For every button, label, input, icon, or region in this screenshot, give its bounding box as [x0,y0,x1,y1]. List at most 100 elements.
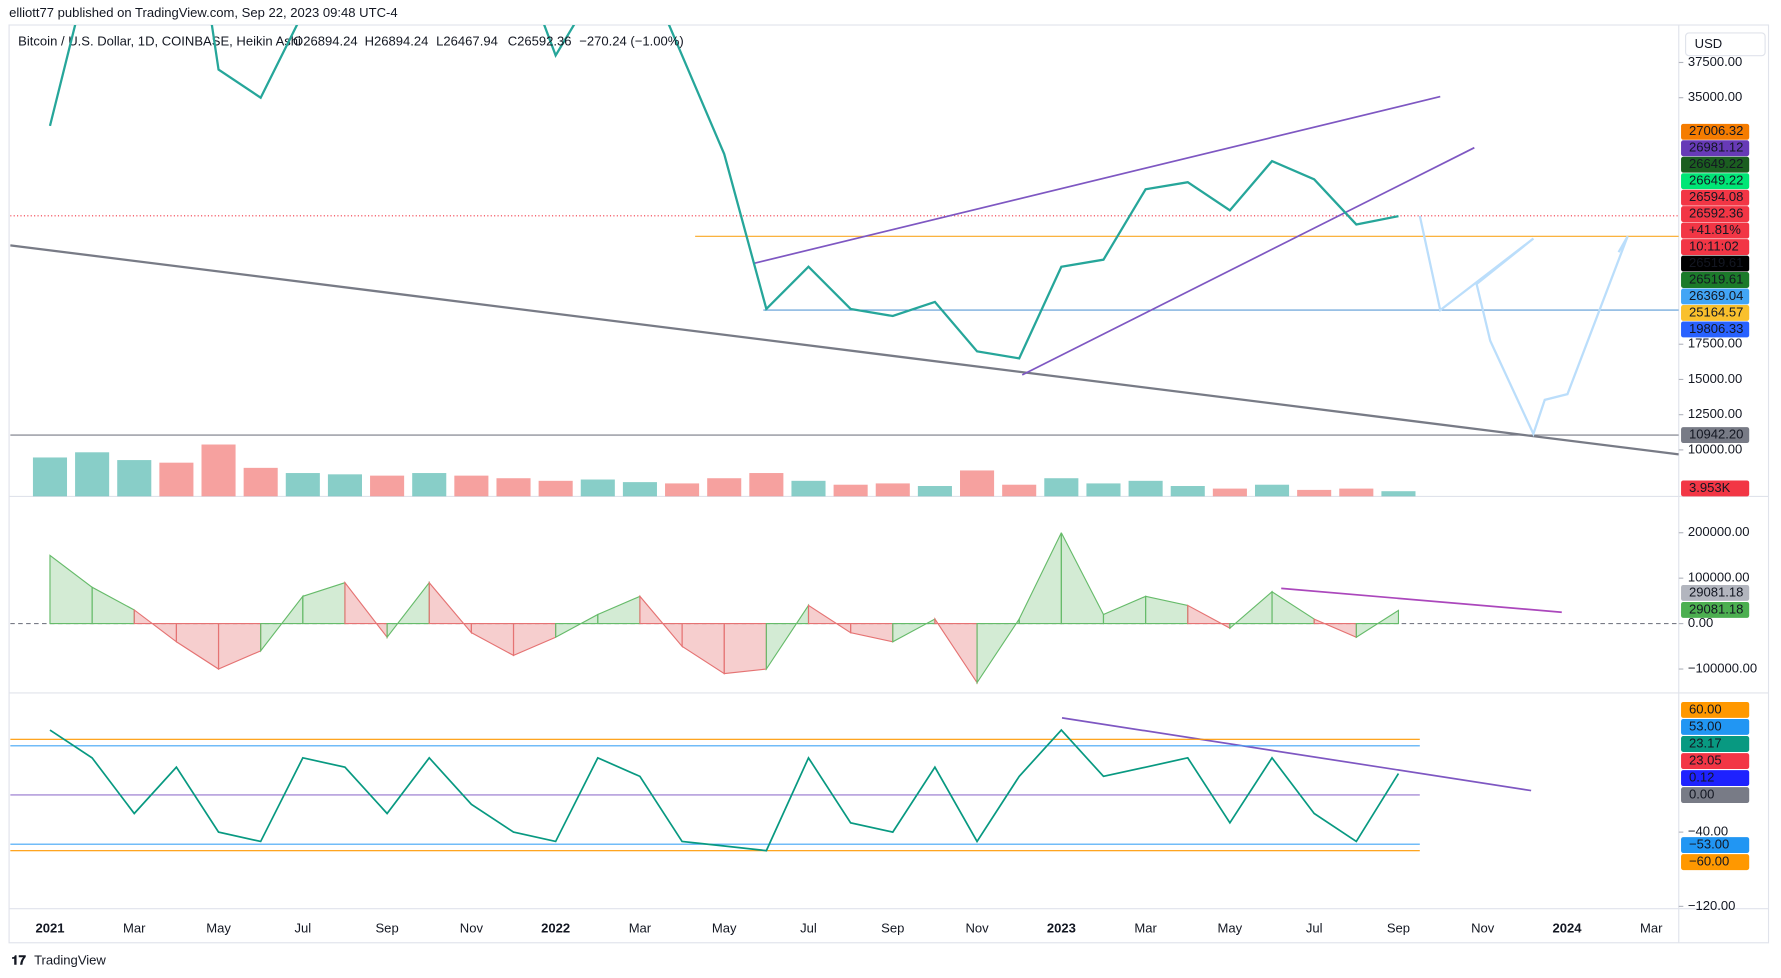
ohlc-value: O26894.24 [293,33,358,48]
price-badge [1681,239,1750,256]
price-badge-label: 26519.61 [1689,271,1743,286]
y-tick-label: −40.00 [1688,824,1728,839]
y-tick-label: −120.00 [1688,898,1736,913]
osc-segment [260,594,304,653]
x-tick-label: 2021 [35,921,64,936]
price-badge [1681,321,1750,338]
price-badge-label: 26519.61 [1689,255,1743,270]
volume-bar [749,473,784,497]
osc-segment [597,595,641,625]
price-badge-label: 19806.33 [1689,321,1743,336]
footer: TradingView [34,952,106,967]
price-badge [1681,189,1750,206]
price-badge [1681,222,1750,239]
channel-bottom [1021,146,1475,376]
channel-top [752,95,1441,265]
x-tick-label: Nov [460,921,484,936]
price-badge-label: 23.17 [1689,735,1722,750]
osc-segment [765,603,810,671]
osc-segment [934,617,978,685]
price-badge-label: 26981.12 [1689,140,1743,155]
osc-segment [555,613,599,639]
osc-segment [1229,590,1273,630]
osc-trendline [1061,717,1532,792]
stoch-line [49,728,1400,852]
osc-segment [470,623,515,657]
x-tick-label: Nov [965,921,989,936]
x-tick-label: 2024 [1552,921,1582,936]
publisher: elliott77 published on TradingView.com, … [9,5,398,20]
price-badge [1681,753,1750,769]
volume-bar [1128,480,1163,497]
price-badge [1681,140,1750,157]
x-tick-label: Sep [1387,921,1410,936]
price-badge-label: 26594.08 [1689,189,1743,204]
x-tick-label: May [206,921,231,936]
price-badge-label: +41.81% [1689,222,1741,237]
price-badge [1681,787,1750,804]
volume-bar [538,480,573,497]
price-badge [1681,854,1750,871]
osc-segment [1102,595,1147,625]
price-badge [1681,304,1750,321]
price-badge-label: 29081.18 [1689,584,1743,599]
price-badge-label: 10942.20 [1689,427,1743,442]
price-badge-label: 26649.22 [1689,173,1743,188]
osc-segment [1187,604,1231,630]
x-tick-label: Sep [375,921,398,936]
osc-segment [681,623,725,675]
price-badge [1681,701,1750,718]
volume-bar [412,473,447,497]
x-tick-label: Mar [1134,921,1157,936]
volume-bar [833,484,868,497]
price-badge [1681,255,1750,272]
volume-bar [243,467,278,497]
osc-segment [133,608,177,643]
x-tick-label: 2022 [541,921,570,936]
y-tick-label: 200000.00 [1688,524,1750,539]
x-tick-label: Sep [881,921,904,936]
volume-bar [1002,484,1037,497]
volume-bar [75,452,110,497]
volume-bar [159,462,194,497]
pane [10,728,1420,852]
osc-segment [639,594,683,648]
projection [1418,215,1629,437]
volume-bar [1339,488,1374,497]
ohlc-value: C26592.36 [508,33,572,48]
osc-segment [49,554,93,625]
volume-bar [327,474,362,497]
price-badge [1681,272,1750,288]
volume-bar [1212,488,1247,497]
osc-segment [1313,618,1357,639]
price-badge [1681,288,1750,305]
volume-bar [707,478,742,497]
price-badge [1681,480,1750,497]
legend: Bitcoin / U.S. Dollar, 1D, COINBASE, Hei… [18,33,301,48]
osc-segment [1060,532,1105,625]
osc-segment [1018,532,1062,625]
currency[interactable]: USD [1695,36,1723,51]
price-badge [1681,123,1750,140]
x-tick-label: Mar [629,921,652,936]
x-tick-label: May [1218,921,1243,936]
osc-segment [1355,609,1400,639]
volume-bar [875,483,910,497]
symbol-title: Bitcoin / U.S. Dollar, 1D, COINBASE, Hei… [18,33,301,48]
osc-segment [976,617,1020,685]
volume-bar [1381,491,1416,497]
volume-bar [580,479,615,497]
price-badge [1681,719,1750,735]
price-badge [1681,156,1750,173]
osc-segment [1145,595,1189,625]
price-badge-label: 26592.36 [1689,206,1743,221]
currency-button[interactable] [1685,32,1766,57]
osc-segment [386,581,430,639]
osc-segment [302,581,346,625]
price-badge-label: −60.00 [1689,854,1729,869]
trendline [10,244,1679,456]
ohlc-value: L26467.94 [436,33,498,48]
price-badge [1681,427,1750,443]
volume-bar [117,460,152,497]
price-badge [1681,602,1750,618]
